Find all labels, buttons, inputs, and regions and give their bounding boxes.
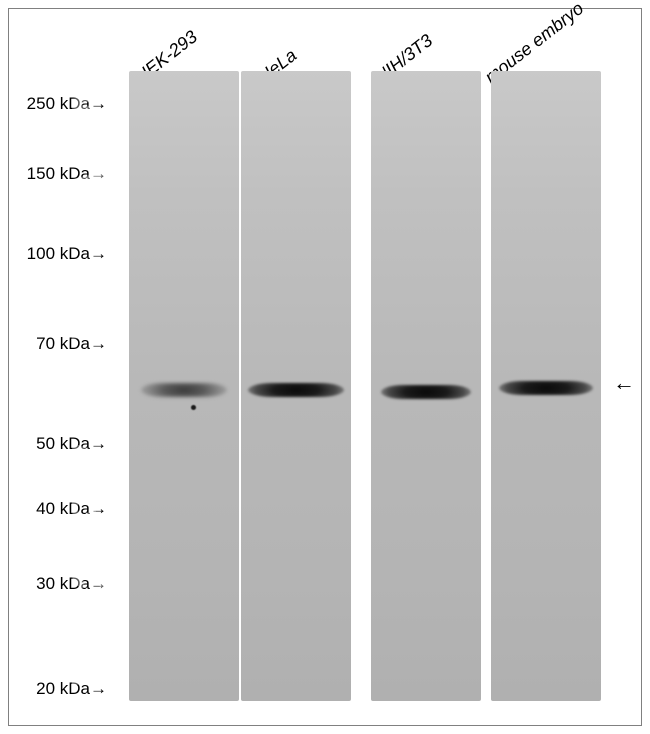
arrow-right-icon: → — [90, 334, 107, 353]
arrow-right-icon: → — [90, 94, 107, 113]
band-indicator-arrow-icon: ← — [613, 370, 635, 396]
blot-speck — [191, 405, 196, 410]
arrow-right-icon: → — [90, 244, 107, 263]
mw-marker: 150 kDa→ — [27, 164, 107, 184]
protein-band — [248, 383, 345, 397]
blot-lane — [491, 71, 601, 701]
mw-marker: 100 kDa→ — [27, 244, 107, 264]
mw-marker: 70 kDa→ — [36, 334, 107, 354]
mw-marker: 50 kDa→ — [36, 434, 107, 454]
mw-marker: 20 kDa→ — [36, 679, 107, 699]
blot-area — [129, 71, 609, 701]
protein-band — [381, 385, 471, 399]
mw-marker: 250 kDa→ — [27, 94, 107, 114]
arrow-right-icon: → — [90, 679, 107, 698]
arrow-right-icon: → — [90, 574, 107, 593]
arrow-right-icon: → — [90, 499, 107, 518]
protein-band — [141, 383, 227, 397]
mw-marker: 30 kDa→ — [36, 574, 107, 594]
figure-frame: HEK-293 HeLa NIH/3T3 mouse embryo 250 kD… — [8, 8, 642, 726]
protein-band — [499, 381, 594, 395]
arrow-right-icon: → — [90, 434, 107, 453]
blot-lane — [371, 71, 481, 701]
mw-marker: 40 kDa→ — [36, 499, 107, 519]
arrow-right-icon: → — [90, 164, 107, 183]
blot-lane — [241, 71, 351, 701]
blot-lane — [129, 71, 239, 701]
